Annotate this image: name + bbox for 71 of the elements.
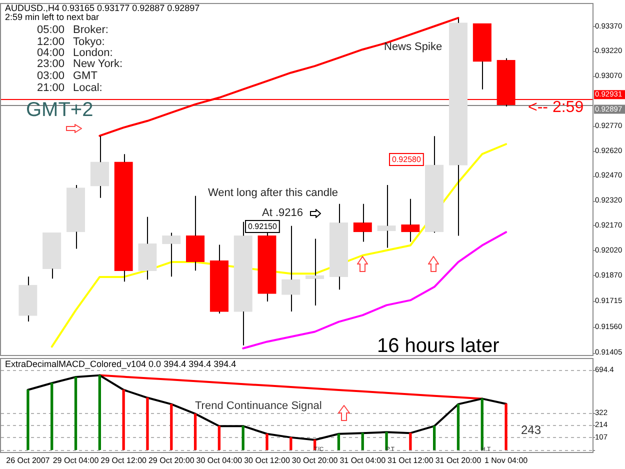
bar	[242, 426, 244, 450]
x-tick-label: 30 Oct 12:00	[244, 456, 290, 466]
bar	[218, 426, 221, 450]
bar	[146, 397, 149, 450]
candlestick	[90, 136, 109, 198]
annotation: Local:	[73, 82, 102, 94]
candlestick	[472, 23, 492, 90]
x-tick-label: 31 Oct 04:00	[340, 456, 386, 466]
candlestick	[377, 184, 396, 248]
text: 243	[521, 423, 542, 437]
bar	[290, 437, 292, 450]
x-tick-label: 29 Oct 12:00	[100, 456, 148, 466]
bar	[50, 382, 54, 450]
x-tick-label: 30 Oct 04:00	[196, 456, 243, 466]
bar	[266, 434, 268, 450]
annotation: 03:00	[37, 70, 65, 82]
candlestick	[162, 232, 181, 278]
x-tick-label: 29 Oct 04:00	[52, 456, 100, 466]
candlestick	[114, 154, 133, 282]
bar	[361, 432, 364, 450]
x-tick-label: 30 Oct 20:00	[292, 456, 338, 466]
annotation: 21:00	[37, 82, 65, 94]
bar	[337, 434, 340, 450]
annotation: 0.92150	[248, 222, 278, 231]
chart-title: AUDUSD.,H4 0.93165 0.93177 0.92887 0.92897	[5, 3, 200, 13]
candlestick	[401, 198, 420, 242]
annotation: London:	[73, 47, 113, 59]
annotation: Went long after this candle	[208, 187, 338, 199]
annotation: GMT	[73, 70, 98, 82]
candlestick	[66, 184, 86, 250]
bar	[504, 404, 508, 450]
bar	[194, 413, 197, 450]
x-tick-label: 31 Oct 12:00	[388, 456, 434, 466]
candlestick	[186, 195, 205, 272]
annotation: News Spike	[384, 41, 442, 53]
candlestick	[138, 216, 157, 280]
annotation: 0.92580	[392, 155, 422, 164]
annotation: 12:00	[37, 36, 65, 48]
bar	[170, 404, 173, 450]
bar	[456, 404, 460, 450]
candlestick	[210, 244, 229, 314]
annotation: Trend Continuance Signal	[195, 400, 322, 412]
annotation: 16 hours later	[377, 335, 500, 357]
chart-title: ExtraDecimalMACD_Colored_v104 0.0 394.4 394.4 394.4	[5, 359, 236, 369]
bar	[26, 390, 30, 450]
candlestick	[329, 203, 348, 290]
x-tick-label: 29 Oct 20:00	[148, 456, 195, 466]
annotation: 04:00	[37, 47, 65, 59]
annotation: 23:00	[37, 58, 65, 70]
annotation: New York:	[73, 58, 123, 70]
bar	[74, 376, 78, 450]
annotation: Tokyo:	[73, 36, 105, 48]
bar	[433, 426, 436, 450]
x-tick-label: 31 Oct 20:00	[435, 456, 482, 466]
candlestick	[448, 18, 468, 236]
text: <-- 2:59	[528, 99, 584, 116]
candlestick	[353, 203, 372, 242]
bar	[98, 374, 101, 450]
annotation: At .9216	[262, 207, 303, 219]
annotation: GMT+2	[26, 99, 94, 121]
x-tick-label: 1 Nov 04:00	[484, 456, 528, 466]
candlestick	[305, 238, 324, 306]
x-tick-label: 26 Oct 2007	[6, 456, 50, 466]
candlestick	[18, 276, 38, 322]
annotation: 05:00	[37, 24, 65, 36]
bar	[122, 390, 125, 450]
bar	[385, 432, 388, 450]
text: 2:59 min left to next bar	[5, 12, 100, 22]
annotation: Broker:	[73, 24, 108, 36]
candlestick	[425, 136, 444, 234]
bar	[409, 432, 412, 450]
